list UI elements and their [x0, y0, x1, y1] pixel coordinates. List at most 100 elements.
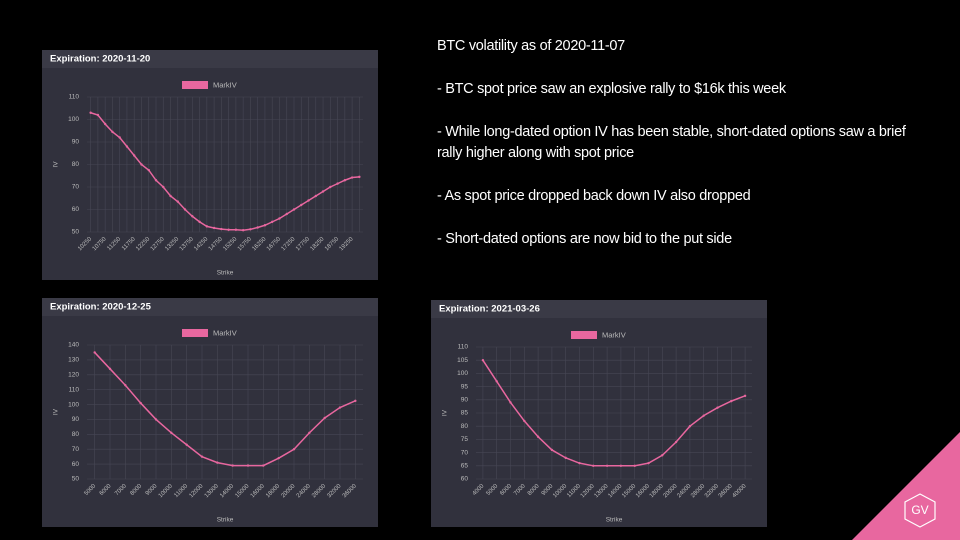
- point: [111, 130, 114, 134]
- point: [249, 228, 252, 231]
- y-tick-label: 70: [72, 446, 80, 453]
- series-line: [94, 351, 356, 467]
- point: [170, 431, 173, 435]
- point: [354, 399, 357, 403]
- y-tick-label: 60: [72, 461, 80, 468]
- point: [140, 163, 143, 166]
- point: [358, 175, 361, 179]
- legend-label: MarkIV: [213, 80, 237, 89]
- legend-swatch: [182, 81, 208, 89]
- point: [350, 176, 354, 179]
- y-tick-label: 100: [68, 401, 79, 408]
- legend-label: MarkIV: [602, 330, 626, 339]
- point: [314, 194, 317, 198]
- point: [674, 440, 678, 444]
- point: [564, 456, 567, 460]
- point: [323, 416, 326, 420]
- point: [509, 401, 512, 404]
- panel: [431, 300, 767, 527]
- panel: [42, 298, 378, 527]
- point: [154, 179, 158, 182]
- point: [271, 220, 274, 224]
- point: [523, 419, 526, 423]
- bullet: - While long-dated option IV has been st…: [437, 124, 906, 161]
- y-tick-label: 70: [72, 184, 80, 191]
- y-tick-label: 80: [461, 423, 469, 430]
- y-tick-label: 90: [72, 416, 80, 423]
- point: [118, 136, 121, 139]
- y-tick-label: 120: [68, 371, 79, 378]
- y-axis-label: IV: [53, 408, 60, 415]
- point: [191, 215, 194, 218]
- point: [702, 414, 705, 417]
- point: [661, 454, 664, 457]
- y-axis-label: IV: [53, 161, 60, 168]
- point: [220, 227, 223, 231]
- point: [605, 464, 609, 467]
- y-axis-label: IV: [442, 409, 449, 416]
- point: [176, 200, 179, 203]
- y-tick-label: 100: [68, 116, 79, 123]
- y-tick-label: 80: [72, 161, 80, 168]
- point: [292, 448, 296, 451]
- bullet: - As spot price dropped back down IV als…: [437, 188, 751, 204]
- chart-title: Expiration: 2020-12-25: [50, 302, 152, 313]
- point: [256, 226, 259, 229]
- point: [198, 220, 201, 224]
- logo-hex: [904, 493, 936, 528]
- point: [578, 461, 581, 465]
- point: [185, 443, 188, 446]
- chart-title: Expiration: 2021-03-26: [439, 304, 540, 315]
- y-tick-label: 80: [72, 431, 80, 438]
- legend-label: MarkIV: [213, 328, 237, 337]
- point: [277, 456, 280, 460]
- point: [103, 122, 107, 126]
- point: [234, 228, 238, 231]
- y-tick-label: 110: [69, 94, 80, 101]
- point: [336, 182, 339, 185]
- y-tick-label: 95: [461, 383, 469, 390]
- point: [231, 464, 234, 467]
- point: [716, 406, 719, 409]
- point: [307, 199, 310, 202]
- slide-text: BTC volatility as of 2020-11-07 - BTC sp…: [437, 36, 932, 272]
- point: [162, 185, 165, 189]
- point: [688, 425, 692, 428]
- y-tick-label: 105: [457, 357, 468, 364]
- y-tick-label: 130: [68, 357, 79, 364]
- y-tick-label: 85: [461, 410, 469, 417]
- y-tick-label: 140: [68, 342, 79, 349]
- panel-header: [431, 300, 767, 318]
- point: [241, 229, 245, 232]
- point: [292, 208, 296, 211]
- y-tick-label: 90: [461, 397, 469, 404]
- point: [300, 203, 303, 207]
- bullet: - BTC spot price saw an explosive rally …: [437, 81, 786, 97]
- point: [216, 461, 219, 464]
- logo-triangle: [852, 432, 960, 540]
- point: [550, 448, 554, 452]
- point: [139, 401, 142, 405]
- point: [495, 380, 498, 383]
- point: [633, 464, 636, 467]
- point: [246, 464, 250, 467]
- legend-swatch: [571, 331, 597, 339]
- point: [200, 455, 204, 458]
- slide-title: BTC volatility as of 2020-11-07: [437, 38, 625, 54]
- point: [278, 217, 281, 220]
- x-axis-label: Strike: [217, 270, 234, 277]
- point: [124, 384, 127, 387]
- point: [125, 145, 129, 148]
- y-tick-label: 75: [461, 436, 469, 443]
- legend-swatch: [182, 329, 208, 337]
- point: [730, 399, 733, 403]
- chart-title: Expiration: 2020-11-20: [50, 54, 150, 65]
- logo: GV: [911, 503, 928, 517]
- series-line: [90, 112, 360, 231]
- y-tick-label: 65: [461, 463, 469, 470]
- point: [338, 406, 342, 409]
- y-tick-label: 50: [72, 229, 80, 236]
- point: [743, 394, 747, 398]
